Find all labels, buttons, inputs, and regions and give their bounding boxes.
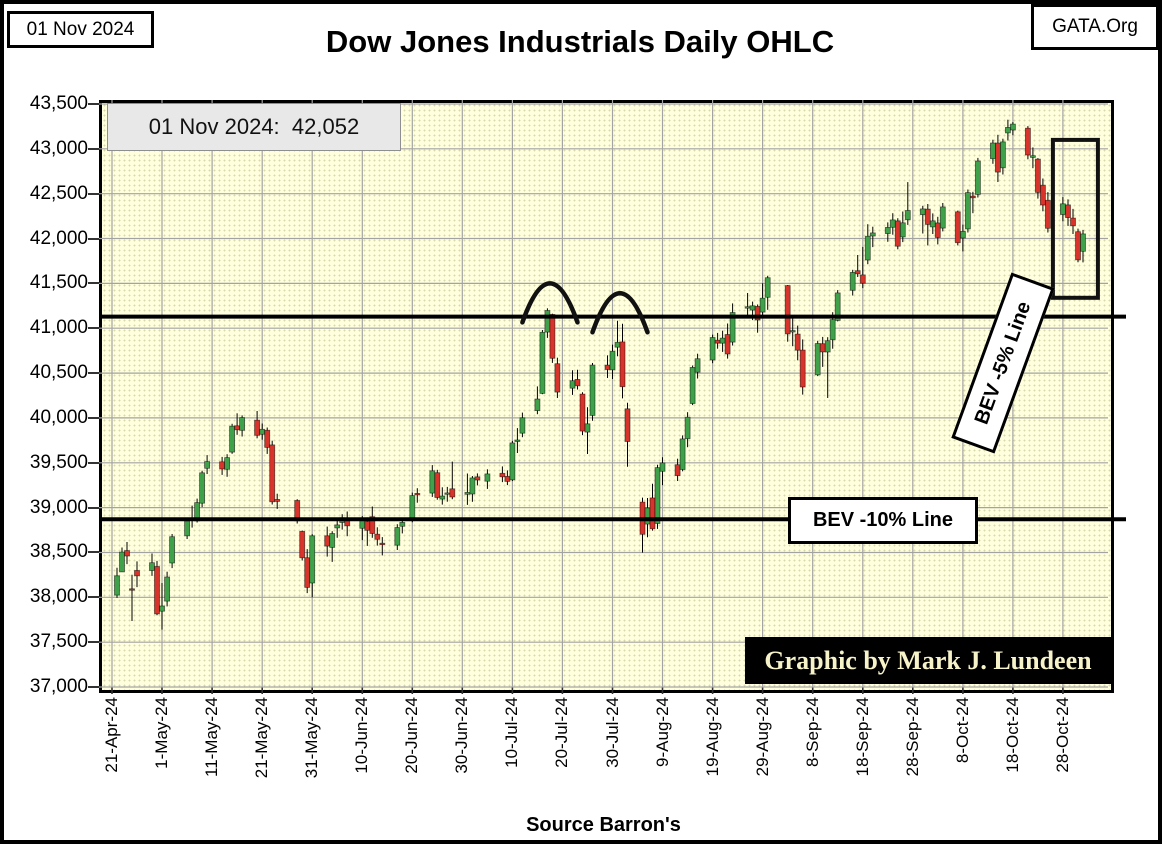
x-axis-label: 30-Jul-24 <box>602 697 622 768</box>
y-axis-label: 43,500 <box>29 93 88 114</box>
y-axis-label: 41,000 <box>29 317 88 339</box>
y-axis-tick <box>88 372 99 375</box>
x-axis-label: 19-Aug-24 <box>702 697 722 777</box>
x-axis-label: 18-Oct-24 <box>1002 697 1022 773</box>
y-axis-label: 42,000 <box>29 227 88 249</box>
x-axis-label: 18-Sep-24 <box>852 697 872 777</box>
source-label: Source Barron's <box>526 814 681 836</box>
x-axis-label: 20-Jun-24 <box>402 697 422 774</box>
x-axis-label: 10-Jun-24 <box>352 697 372 774</box>
y-axis-label: 42,500 <box>29 182 88 204</box>
x-axis-label: 10-Jul-24 <box>502 697 522 768</box>
x-axis-label: 8-Sep-24 <box>802 697 822 767</box>
y-axis-tick <box>88 327 99 330</box>
y-axis-label: 40,500 <box>29 362 88 384</box>
latest-value-callout: 01 Nov 2024: 42,052 <box>107 103 401 151</box>
date-stamp-label: 01 Nov 2024 <box>26 18 135 40</box>
x-axis-label: 21-Apr-24 <box>102 697 121 773</box>
y-axis-tick <box>88 641 99 644</box>
x-axis-label: 29-Aug-24 <box>752 697 772 777</box>
y-axis-label: 43,000 <box>29 137 88 159</box>
y-axis-tick <box>88 686 99 688</box>
credit-banner: Graphic by Mark J. Lundeen <box>745 637 1111 684</box>
y-axis-label: 37,000 <box>29 676 88 697</box>
y-axis-tick <box>88 596 99 599</box>
site-label: GATA.Org <box>1052 16 1138 37</box>
x-axis-label: 31-May-24 <box>302 697 322 779</box>
x-axis-label: 28-Sep-24 <box>902 697 922 777</box>
plot-area <box>99 100 1126 694</box>
x-axis-label: 1-May-24 <box>152 697 172 769</box>
y-axis-tick <box>88 416 99 419</box>
x-axis-label: 9-Aug-24 <box>652 697 672 767</box>
chart-title: Dow Jones Industrials Daily OHLC <box>325 24 835 59</box>
date-stamp-box: 01 Nov 2024 <box>7 11 154 48</box>
y-axis-tick <box>88 103 99 105</box>
y-axis-tick <box>88 461 99 464</box>
x-axis-label: 8-Oct-24 <box>952 697 972 764</box>
y-axis-label: 38,000 <box>29 586 88 608</box>
y-axis-tick <box>88 551 99 554</box>
bev-10-percent-label: BEV -10% Line <box>788 497 978 544</box>
frame-border-bottom <box>0 840 1162 844</box>
y-axis-tick <box>88 282 99 285</box>
y-axis-label: 38,500 <box>29 541 88 563</box>
y-axis-label: 39,000 <box>29 496 88 518</box>
x-axis-label: 30-Jun-24 <box>452 697 472 774</box>
y-axis-label: 37,500 <box>29 631 88 653</box>
x-axis-label: 21-May-24 <box>252 697 272 779</box>
x-axis-label: 20-Jul-24 <box>552 697 572 768</box>
y-axis-tick <box>88 192 99 195</box>
site-box: GATA.Org <box>1031 4 1159 50</box>
y-axis-label: 39,500 <box>29 451 88 473</box>
y-axis-label: 40,000 <box>29 406 88 428</box>
frame-border-right <box>1158 0 1162 844</box>
frame-border-left <box>0 0 4 844</box>
y-axis-tick <box>88 237 99 240</box>
y-axis-tick <box>88 147 99 150</box>
candlestick-chart <box>99 100 1126 694</box>
y-axis-tick <box>88 506 99 509</box>
x-axis-label: 28-Oct-24 <box>1052 697 1072 773</box>
x-axis-label: 11-May-24 <box>202 697 222 777</box>
frame-border-top <box>0 0 1162 4</box>
y-axis-label: 41,500 <box>29 272 88 294</box>
